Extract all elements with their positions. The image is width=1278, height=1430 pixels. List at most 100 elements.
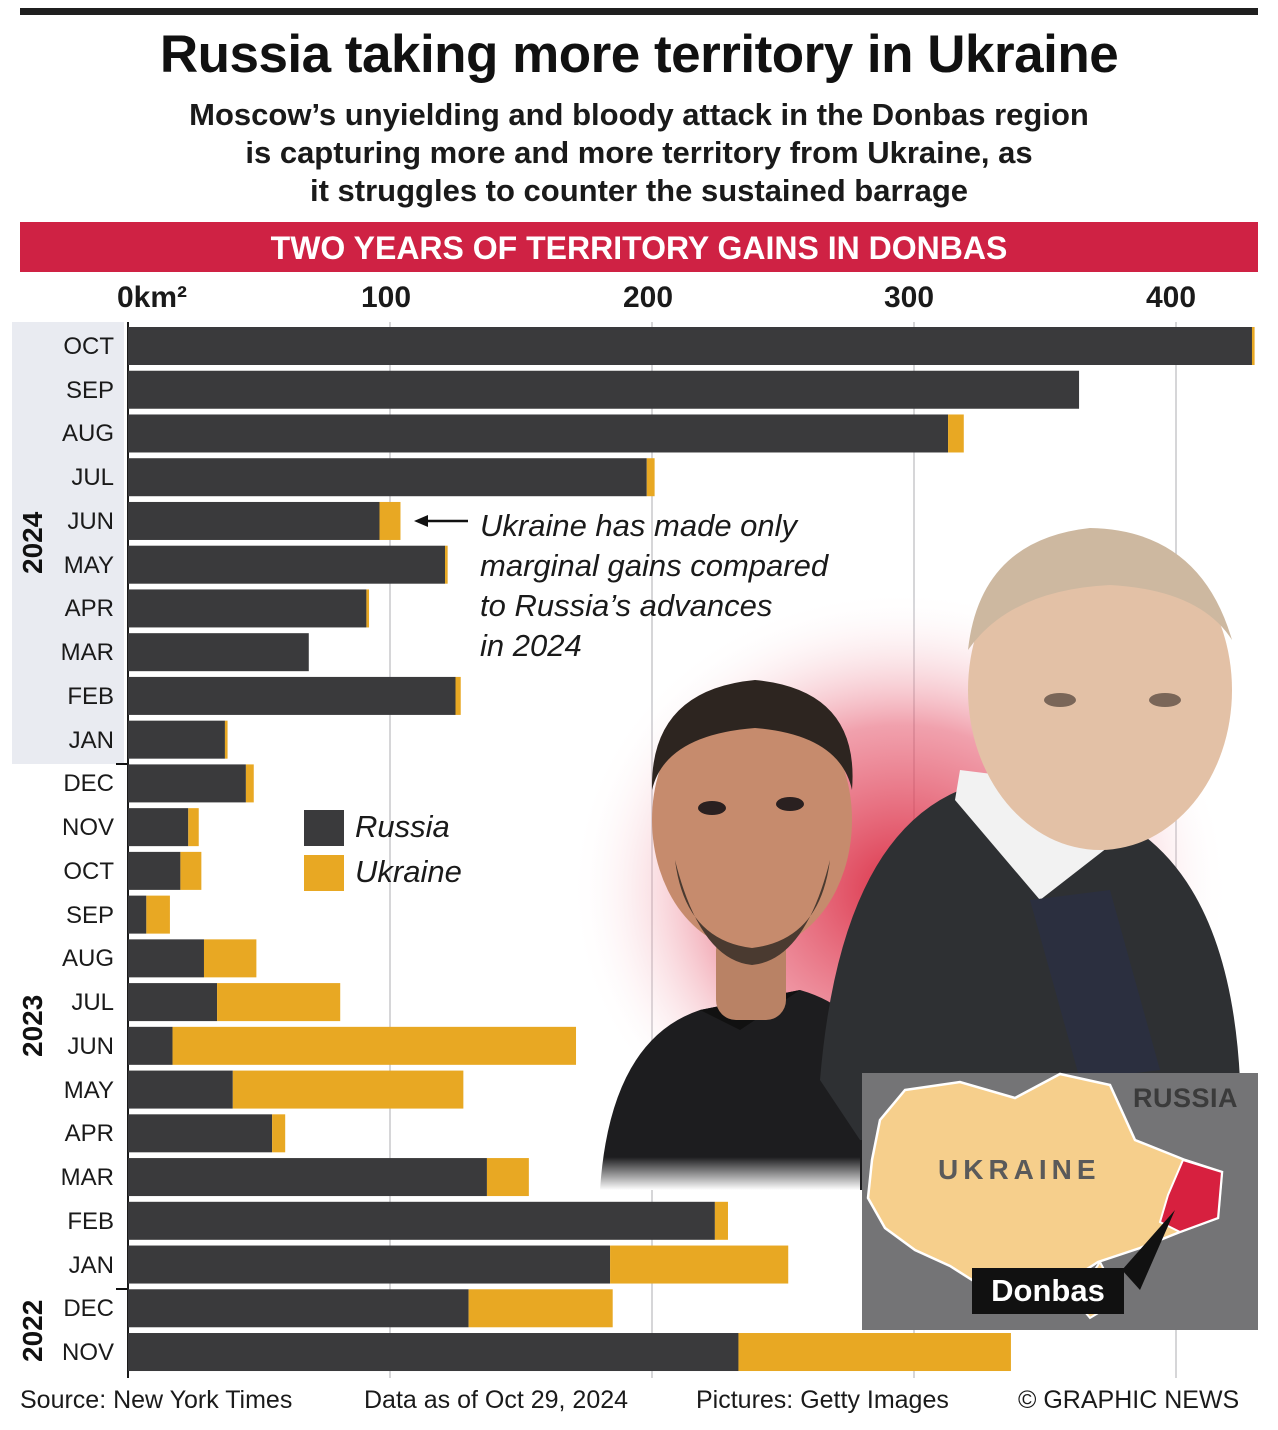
bar-russia bbox=[128, 1201, 715, 1240]
map-label-donbas: Donbas bbox=[972, 1268, 1124, 1314]
subtitle-line: is capturing more and more territory fro… bbox=[245, 135, 1033, 170]
month-label: AUG bbox=[61, 420, 114, 448]
subtitle-line: Moscow’s unyielding and bloody attack in… bbox=[189, 97, 1089, 132]
bar-ukraine bbox=[468, 1289, 613, 1328]
annotation-text: Ukraine has made only marginal gains com… bbox=[480, 506, 910, 666]
bar-ukraine bbox=[379, 501, 401, 540]
bar-ukraine bbox=[738, 1333, 1011, 1372]
month-label: MAY bbox=[63, 551, 114, 579]
month-label: AUG bbox=[61, 945, 114, 973]
bar-russia bbox=[128, 501, 380, 540]
bar-russia bbox=[128, 458, 647, 497]
bar-ukraine bbox=[232, 1070, 464, 1109]
month-label: JUL bbox=[71, 989, 114, 1017]
year-divider bbox=[116, 1288, 128, 1290]
bar-ukraine bbox=[180, 851, 202, 890]
legend-swatch-russia bbox=[304, 810, 344, 846]
month-label: FEB bbox=[67, 1207, 114, 1235]
month-label: JAN bbox=[68, 726, 114, 754]
month-label: JAN bbox=[68, 1251, 114, 1279]
section-banner: TWO YEARS OF TERRITORY GAINS IN DONBAS bbox=[20, 222, 1258, 272]
month-label: JUN bbox=[67, 1032, 114, 1060]
locator-map bbox=[862, 1072, 1258, 1330]
month-label: NOV bbox=[61, 814, 114, 842]
map-label-ukraine: UKRAINE bbox=[938, 1154, 1101, 1185]
month-label: MAR bbox=[60, 639, 114, 667]
month-label: SEP bbox=[65, 376, 114, 404]
x-tick-label: 200 bbox=[623, 281, 674, 314]
bar-ukraine bbox=[486, 1158, 529, 1197]
legend-swatch-ukraine bbox=[304, 855, 344, 891]
month-label: DEC bbox=[63, 770, 114, 798]
bar-russia bbox=[128, 370, 1080, 409]
year-band-2024 bbox=[12, 322, 124, 764]
legend-label-ukraine: Ukraine bbox=[355, 854, 462, 889]
month-label: JUN bbox=[67, 507, 114, 535]
pictures-credit: Pictures: Getty Images bbox=[696, 1386, 949, 1414]
bar-russia bbox=[128, 983, 218, 1022]
bar-ukraine bbox=[217, 983, 341, 1022]
top-rule bbox=[20, 8, 1258, 15]
month-label: APR bbox=[64, 595, 114, 623]
bar-russia bbox=[128, 589, 367, 628]
bar-russia bbox=[128, 1333, 739, 1372]
bar-ukraine bbox=[1251, 327, 1255, 365]
annotation-line: in 2024 bbox=[480, 628, 582, 663]
annotation-arrow bbox=[414, 515, 468, 527]
bar-russia bbox=[128, 1070, 233, 1109]
month-label: DEC bbox=[63, 1295, 114, 1323]
x-tick-label: 400 bbox=[1146, 281, 1197, 314]
bar-ukraine bbox=[188, 808, 199, 847]
bar-ukraine bbox=[610, 1245, 789, 1284]
subtitle-line: it struggles to counter the sustained ba… bbox=[309, 173, 968, 208]
bar-russia bbox=[128, 1289, 469, 1328]
month-label: APR bbox=[64, 1120, 114, 1148]
month-label: JUL bbox=[71, 464, 114, 492]
month-label: MAR bbox=[60, 1164, 114, 1192]
bar-russia bbox=[128, 633, 309, 672]
annotation-line: Ukraine has made only bbox=[480, 508, 798, 543]
annotation-line: marginal gains compared bbox=[480, 548, 829, 583]
bar-russia bbox=[128, 851, 181, 890]
bar-russia bbox=[128, 545, 446, 584]
bar-russia bbox=[128, 939, 204, 978]
month-label: OCT bbox=[63, 857, 114, 885]
bar-ukraine bbox=[646, 458, 655, 497]
bar-russia bbox=[128, 676, 456, 715]
bars bbox=[128, 327, 1255, 1372]
bar-russia bbox=[128, 1245, 611, 1284]
bar-ukraine bbox=[224, 720, 228, 759]
bar-ukraine bbox=[445, 545, 448, 584]
annotation-line: to Russia’s advances bbox=[480, 588, 773, 623]
bar-russia bbox=[128, 1158, 487, 1197]
x-tick-label: 0km² bbox=[117, 281, 188, 314]
publisher-credit: © GRAPHIC NEWS bbox=[1018, 1386, 1240, 1414]
bar-ukraine bbox=[948, 414, 964, 453]
bar-ukraine bbox=[245, 764, 254, 803]
bar-russia bbox=[128, 1026, 173, 1065]
legend-label-russia: Russia bbox=[355, 809, 450, 844]
month-label: MAY bbox=[63, 1076, 114, 1104]
bar-russia bbox=[128, 327, 1252, 365]
bar-ukraine bbox=[366, 589, 370, 628]
bar-ukraine bbox=[172, 1026, 577, 1065]
bar-russia bbox=[128, 895, 147, 934]
chart-subtitle: Moscow’s unyielding and bloody attack in… bbox=[100, 96, 1178, 210]
bar-russia bbox=[128, 414, 949, 453]
month-label: OCT bbox=[63, 333, 114, 360]
bar-ukraine bbox=[146, 895, 170, 934]
map-label-russia: RUSSIA bbox=[1133, 1083, 1239, 1113]
month-label: SEP bbox=[65, 901, 114, 929]
bar-russia bbox=[128, 720, 225, 759]
year-divider bbox=[116, 763, 128, 765]
data-date-note: Data as of Oct 29, 2024 bbox=[364, 1386, 629, 1414]
x-tick-label: 100 bbox=[361, 281, 412, 314]
bar-ukraine bbox=[203, 939, 257, 978]
bar-russia bbox=[128, 764, 246, 803]
bar-russia bbox=[128, 1114, 273, 1153]
bar-ukraine bbox=[455, 676, 461, 715]
bar-ukraine bbox=[272, 1114, 286, 1153]
portrait-photo bbox=[570, 528, 1258, 1190]
chart-title: Russia taking more territory in Ukraine bbox=[159, 25, 1119, 84]
